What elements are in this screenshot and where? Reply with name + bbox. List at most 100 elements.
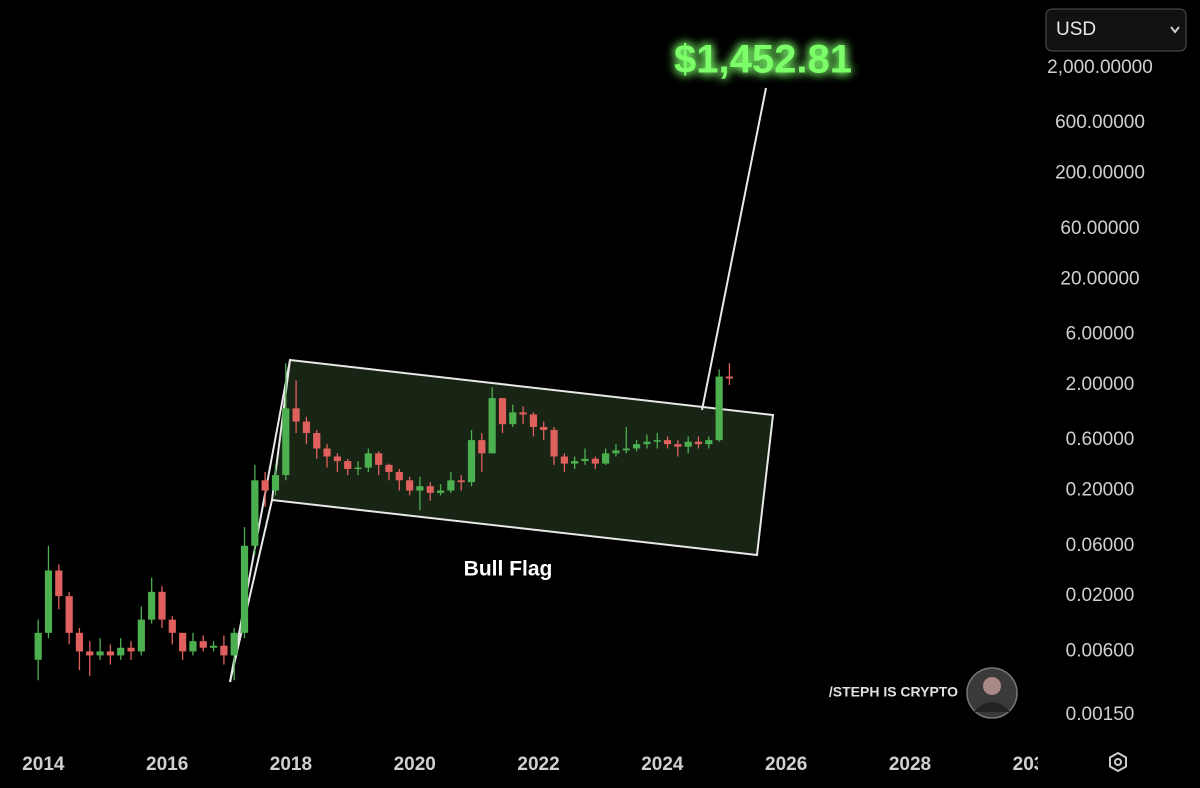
candle-body: [509, 412, 517, 425]
watermark: /STEPH IS CRYPTO: [829, 684, 958, 700]
candle-body: [282, 408, 290, 476]
candle-body: [653, 440, 661, 442]
y-tick-label: 20.00000: [1060, 268, 1139, 289]
x-tick-label: 2024: [641, 754, 684, 775]
candle-body: [106, 651, 114, 656]
candle-body: [271, 475, 280, 491]
candle-body: [467, 440, 476, 483]
target-annotation: $1,452.81: [674, 38, 852, 82]
x-tick-label: 2020: [394, 754, 436, 775]
candle-body: [323, 448, 331, 457]
y-tick-label: 0.20000: [1066, 480, 1135, 501]
x-tick-label: 2018: [270, 754, 312, 775]
candle-body: [632, 444, 641, 449]
x-tick-label: 2030: [1013, 754, 1055, 775]
candle-body: [684, 441, 692, 447]
candle-body: [117, 647, 125, 656]
candle-body: [725, 376, 734, 379]
x-tick-label: 2028: [889, 754, 931, 775]
candle-body: [44, 570, 53, 633]
candle-body: [612, 450, 620, 454]
x-axis: 2014 2016 2018 2020 2022 2024 2026 2028 2030: [22, 750, 1055, 775]
candle-body: [230, 632, 238, 656]
candle-body: [643, 441, 651, 445]
y-tick-label: 2,000.00000: [1047, 57, 1153, 78]
candle-body: [436, 490, 445, 493]
candle-body: [75, 632, 84, 652]
candle-body: [416, 486, 424, 491]
y-tick-label: 2.00000: [1066, 374, 1135, 395]
candle-body: [137, 619, 145, 652]
candle-body: [715, 376, 723, 441]
candle-body: [34, 632, 42, 660]
y-tick-label: 0.00150: [1066, 704, 1135, 725]
candle-body: [622, 448, 630, 451]
settings-icon[interactable]: [1109, 751, 1127, 773]
candle-body: [302, 421, 311, 434]
y-tick-label: 0.02000: [1066, 585, 1135, 606]
x-tick-label: 2026: [765, 754, 807, 775]
candle-body: [354, 467, 362, 470]
candle-body: [602, 453, 610, 464]
candles: [34, 363, 734, 681]
candle-body: [313, 433, 321, 449]
candle-body: [364, 453, 372, 468]
candle-body: [406, 480, 414, 491]
currency-label[interactable]: USD: [1056, 19, 1096, 40]
y-axis: 2,000.00000 600.00000 200.00000 60.00000 20.…: [1040, 57, 1153, 725]
candle-body: [498, 398, 507, 425]
candle-body: [581, 458, 589, 462]
candle-body: [292, 408, 300, 422]
candle-body: [168, 619, 176, 633]
y-tick-label: 0.60000: [1066, 429, 1135, 450]
candle-body: [65, 596, 73, 633]
y-tick-label: 6.00000: [1066, 324, 1135, 345]
candle-body: [189, 641, 197, 652]
candle-body: [333, 456, 341, 462]
candle-body: [55, 570, 63, 597]
candle-body: [220, 645, 228, 656]
flag-pole: [229, 359, 291, 683]
target-line: [701, 87, 767, 411]
candle-body: [478, 440, 486, 454]
candle-body: [447, 480, 455, 491]
candle-body: [395, 471, 403, 481]
candle-body: [540, 426, 548, 430]
candle-body: [148, 591, 156, 620]
y-tick-label: 0.06000: [1066, 535, 1135, 556]
x-tick-label: 2022: [517, 754, 559, 775]
candle-body: [519, 412, 527, 415]
flag-channel: [270, 358, 775, 557]
currency-select[interactable]: [1045, 8, 1187, 52]
candle-body: [251, 480, 259, 546]
x-tick-label: 2014: [22, 754, 65, 775]
candle-body: [560, 456, 568, 464]
pattern-label: Bull Flag: [464, 558, 553, 581]
y-tick-label: 0.00600: [1066, 640, 1135, 661]
candle-body: [375, 453, 383, 465]
dropdown-arrow[interactable]: [1170, 26, 1180, 34]
candle-body: [674, 444, 682, 447]
candle-body: [591, 458, 599, 464]
candle-body: [705, 440, 713, 445]
candle-body: [663, 440, 672, 445]
candle-body: [209, 645, 218, 648]
candle-body: [96, 651, 104, 656]
candle-body: [127, 647, 135, 652]
candle-body: [529, 414, 538, 427]
candle-body: [571, 461, 579, 464]
y-tick-label: 200.00000: [1055, 163, 1145, 184]
candle-body: [550, 429, 558, 457]
candle-body: [344, 461, 352, 469]
candle-body: [426, 486, 434, 493]
candle-body: [158, 591, 166, 620]
candle-body: [240, 545, 249, 633]
candle-body: [457, 480, 465, 483]
y-tick-label: 600.00000: [1055, 112, 1145, 133]
y-tick-label: 60.00000: [1060, 218, 1139, 239]
candle-body: [86, 651, 94, 656]
candle-body: [261, 480, 269, 491]
candle-body: [199, 641, 207, 648]
